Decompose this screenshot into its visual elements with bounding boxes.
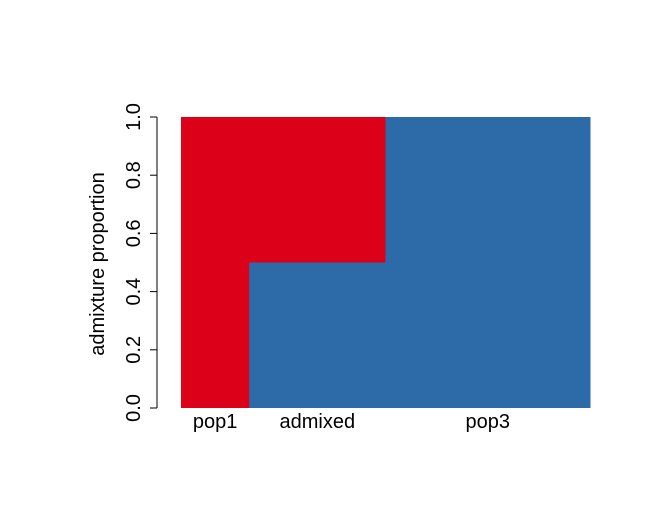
y-tick-label-4: 0.8 [123,161,145,189]
group-label-pop3: pop3 [466,411,511,433]
y-axis: 0.0 0.2 0.4 0.6 0.8 1.0 [123,103,158,422]
y-tick-label-2: 0.4 [123,278,145,306]
y-tick-label-5: 1.0 [123,103,145,131]
bar-admixed-red-segment [249,117,386,263]
y-tick-label-0: 0.0 [123,394,145,422]
y-axis-title-group: admixture proportion [87,172,109,355]
bar-pop1-red-segment [181,117,250,408]
group-label-pop1: pop1 [193,411,238,433]
group-labels: pop1 admixed pop3 [193,411,510,433]
bar-admixed-blue-segment [249,262,386,408]
group-label-admixed: admixed [280,411,356,433]
bars-layer [181,117,591,408]
y-tick-label-1: 0.2 [123,336,145,364]
y-axis-title: admixture proportion [87,172,109,355]
bar-pop3-blue-segment [385,117,591,408]
y-tick-label-3: 0.6 [123,219,145,247]
